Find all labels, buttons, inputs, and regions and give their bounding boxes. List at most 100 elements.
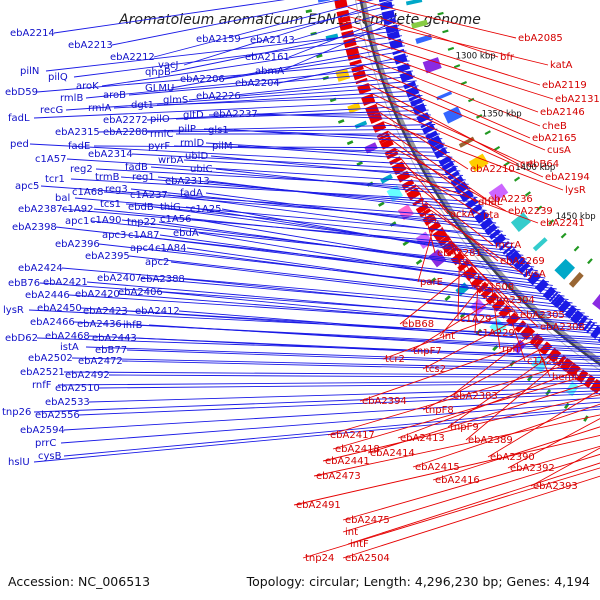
forward-gene-arrow [557,299,571,314]
label-connector [128,70,414,96]
label-connector [368,84,519,165]
label-connector [36,60,410,93]
label-connector [63,406,600,457]
forward-gene-label: c1A90 [90,215,121,226]
forward-gene-label: gls1 [208,125,229,136]
label-connector [156,95,423,106]
forward-gene-label: apc4 [130,243,154,254]
reverse-gene-arrow [589,379,600,394]
forward-gene-label: ebA2214 [10,28,55,39]
forward-gene-arrow [465,197,479,210]
reverse-gene-label: ebA2504 [345,553,390,564]
label-connector [221,208,531,264]
forward-gene-label: ebA2594 [20,425,65,436]
reverse-gene-label: ebA2390 [490,452,535,463]
label-connector [153,206,524,256]
label-connector [170,45,405,89]
label-connector [351,26,541,86]
reverse-gene-arrow [372,121,387,133]
label-connector [347,462,600,545]
forward-gene-label: ebA2407 [97,273,142,284]
label-connector [359,337,543,402]
feature-block [510,212,531,232]
reverse-gene-label: c1A229 [477,328,515,339]
reverse-gene-label: int [345,527,358,538]
forward-gene-label: c1A92 [62,204,93,215]
label-connector [208,180,490,216]
reverse-gene-label: ebA2389 [468,435,513,446]
label-connector [404,166,482,216]
forward-gene-label: ebA2387 [18,204,63,215]
forward-gene-label: ebA2521 [20,367,65,378]
reverse-gene-label: ebA2304 [490,295,535,306]
reverse-gene-label: ebA2392 [510,463,555,474]
forward-gene-label: tnp26 [2,407,31,418]
reverse-gene-label: tnpF8 [425,405,454,416]
label-connector [507,418,600,469]
forward-gene-label: apc3 [102,230,126,241]
gc-tick [548,219,555,225]
forward-gene-label: ebA2412 [135,306,180,317]
reverse-gene-label: ebA2473 [316,471,361,482]
label-connector [233,129,445,144]
reverse-gene-arrow [349,59,362,67]
label-connector [101,40,404,87]
forward-gene-label: fadA [180,188,203,199]
gc-tick [527,375,533,382]
forward-gene-label: wrbA [158,155,184,166]
reverse-gene-arrow [355,77,368,85]
forward-gene-label: apc2 [145,257,169,268]
reverse-gene-arrow [519,325,535,340]
label-connector [450,330,536,397]
label-connector [447,234,489,301]
reverse-gene-arrow [476,282,489,294]
feature-block [325,33,339,42]
forward-gene-arrow [498,241,510,251]
forward-gene-label: hslU [8,457,30,468]
label-connector [103,191,497,224]
reverse-gene-label: c1A29 [460,314,491,325]
forward-gene-arrow [450,175,464,187]
gc-tick [583,415,589,422]
forward-gene-label: pilO [150,114,170,125]
forward-gene-label: reg2 [70,164,93,175]
reverse-gene-label: ebA2239 [508,206,553,217]
label-connector [441,226,474,288]
gc-tick [337,119,345,124]
forward-gene-arrow [479,217,494,231]
reverse-gene-label: mcrA [495,240,521,251]
reverse-gene-label: ebA2394 [362,396,407,407]
reverse-gene-label: ebA2146 [540,107,585,118]
label-connector [68,294,600,330]
reverse-gene-label: crt [520,159,534,170]
forward-gene-label: ebA2436 [77,319,122,330]
reverse-gene-label: cusA [547,145,571,156]
forward-gene-label: ebA2314 [88,149,133,160]
label-connector [93,208,520,252]
forward-gene-label: apc1 [65,216,89,227]
forward-gene-label: lysR [3,305,24,316]
gc-tick [503,161,510,167]
label-connector [126,310,600,343]
gc-tick [573,245,580,252]
label-connector [111,0,341,46]
reverse-gene-label: tnp24 [305,553,334,564]
reverse-gene-label: hemN [552,372,582,383]
gc-tick [447,46,455,51]
forward-gene-label: ebA2420 [75,289,120,300]
forward-gene-label: pilQ [48,72,68,83]
forward-gene-arrow [474,209,489,224]
label-connector [70,178,481,203]
reverse-gene-label: ebA2119 [542,80,587,91]
label-connector [527,324,551,378]
forward-gene-label: dgt1 [131,100,154,111]
label-connector [359,55,541,127]
reverse-gene-label: tnpF9 [450,422,479,433]
forward-gene-label: ebA2396 [55,239,100,250]
reverse-gene-arrow [380,138,394,150]
gc-tick [429,277,437,284]
label-connector [108,374,600,378]
forward-gene-arrow [386,30,401,41]
scale-mark-label: 1400 kbp [515,163,555,173]
reverse-gene-label: ebB68 [402,319,434,330]
